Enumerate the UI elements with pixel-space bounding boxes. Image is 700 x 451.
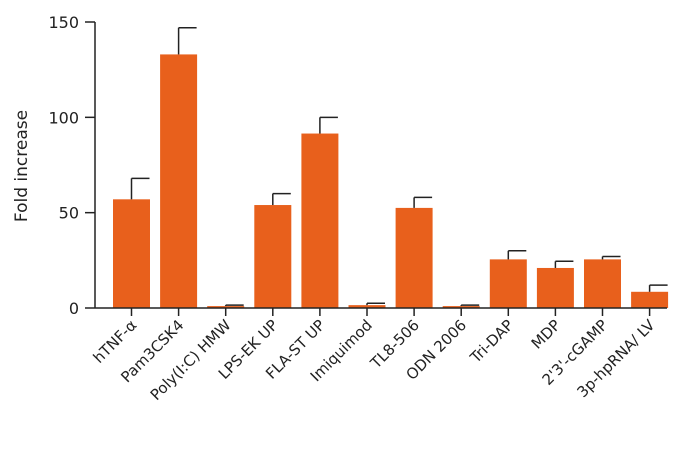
y-axis: 0 50 100 150 xyxy=(48,13,95,318)
x-category-label: MDP xyxy=(528,316,564,352)
bar xyxy=(584,259,621,308)
bar xyxy=(301,133,339,308)
bar xyxy=(254,205,292,308)
x-category-label: Poly(I:C) HMW xyxy=(147,316,235,404)
bars xyxy=(113,26,669,309)
bar xyxy=(536,267,574,308)
y-axis-title: Fold increase xyxy=(12,110,32,222)
y-tick-label: 150 xyxy=(48,13,79,32)
bar xyxy=(631,291,669,308)
x-category-label: Tri-DAP xyxy=(466,316,517,367)
bar xyxy=(113,199,150,308)
bar xyxy=(489,259,527,308)
y-tick-label: 50 xyxy=(59,204,79,223)
bar xyxy=(207,306,245,308)
y-tick-label: 0 xyxy=(69,299,79,318)
bar xyxy=(348,305,386,308)
bar xyxy=(395,207,433,308)
bar xyxy=(160,54,198,309)
y-tick-label: 100 xyxy=(48,108,79,127)
bar xyxy=(442,306,480,308)
